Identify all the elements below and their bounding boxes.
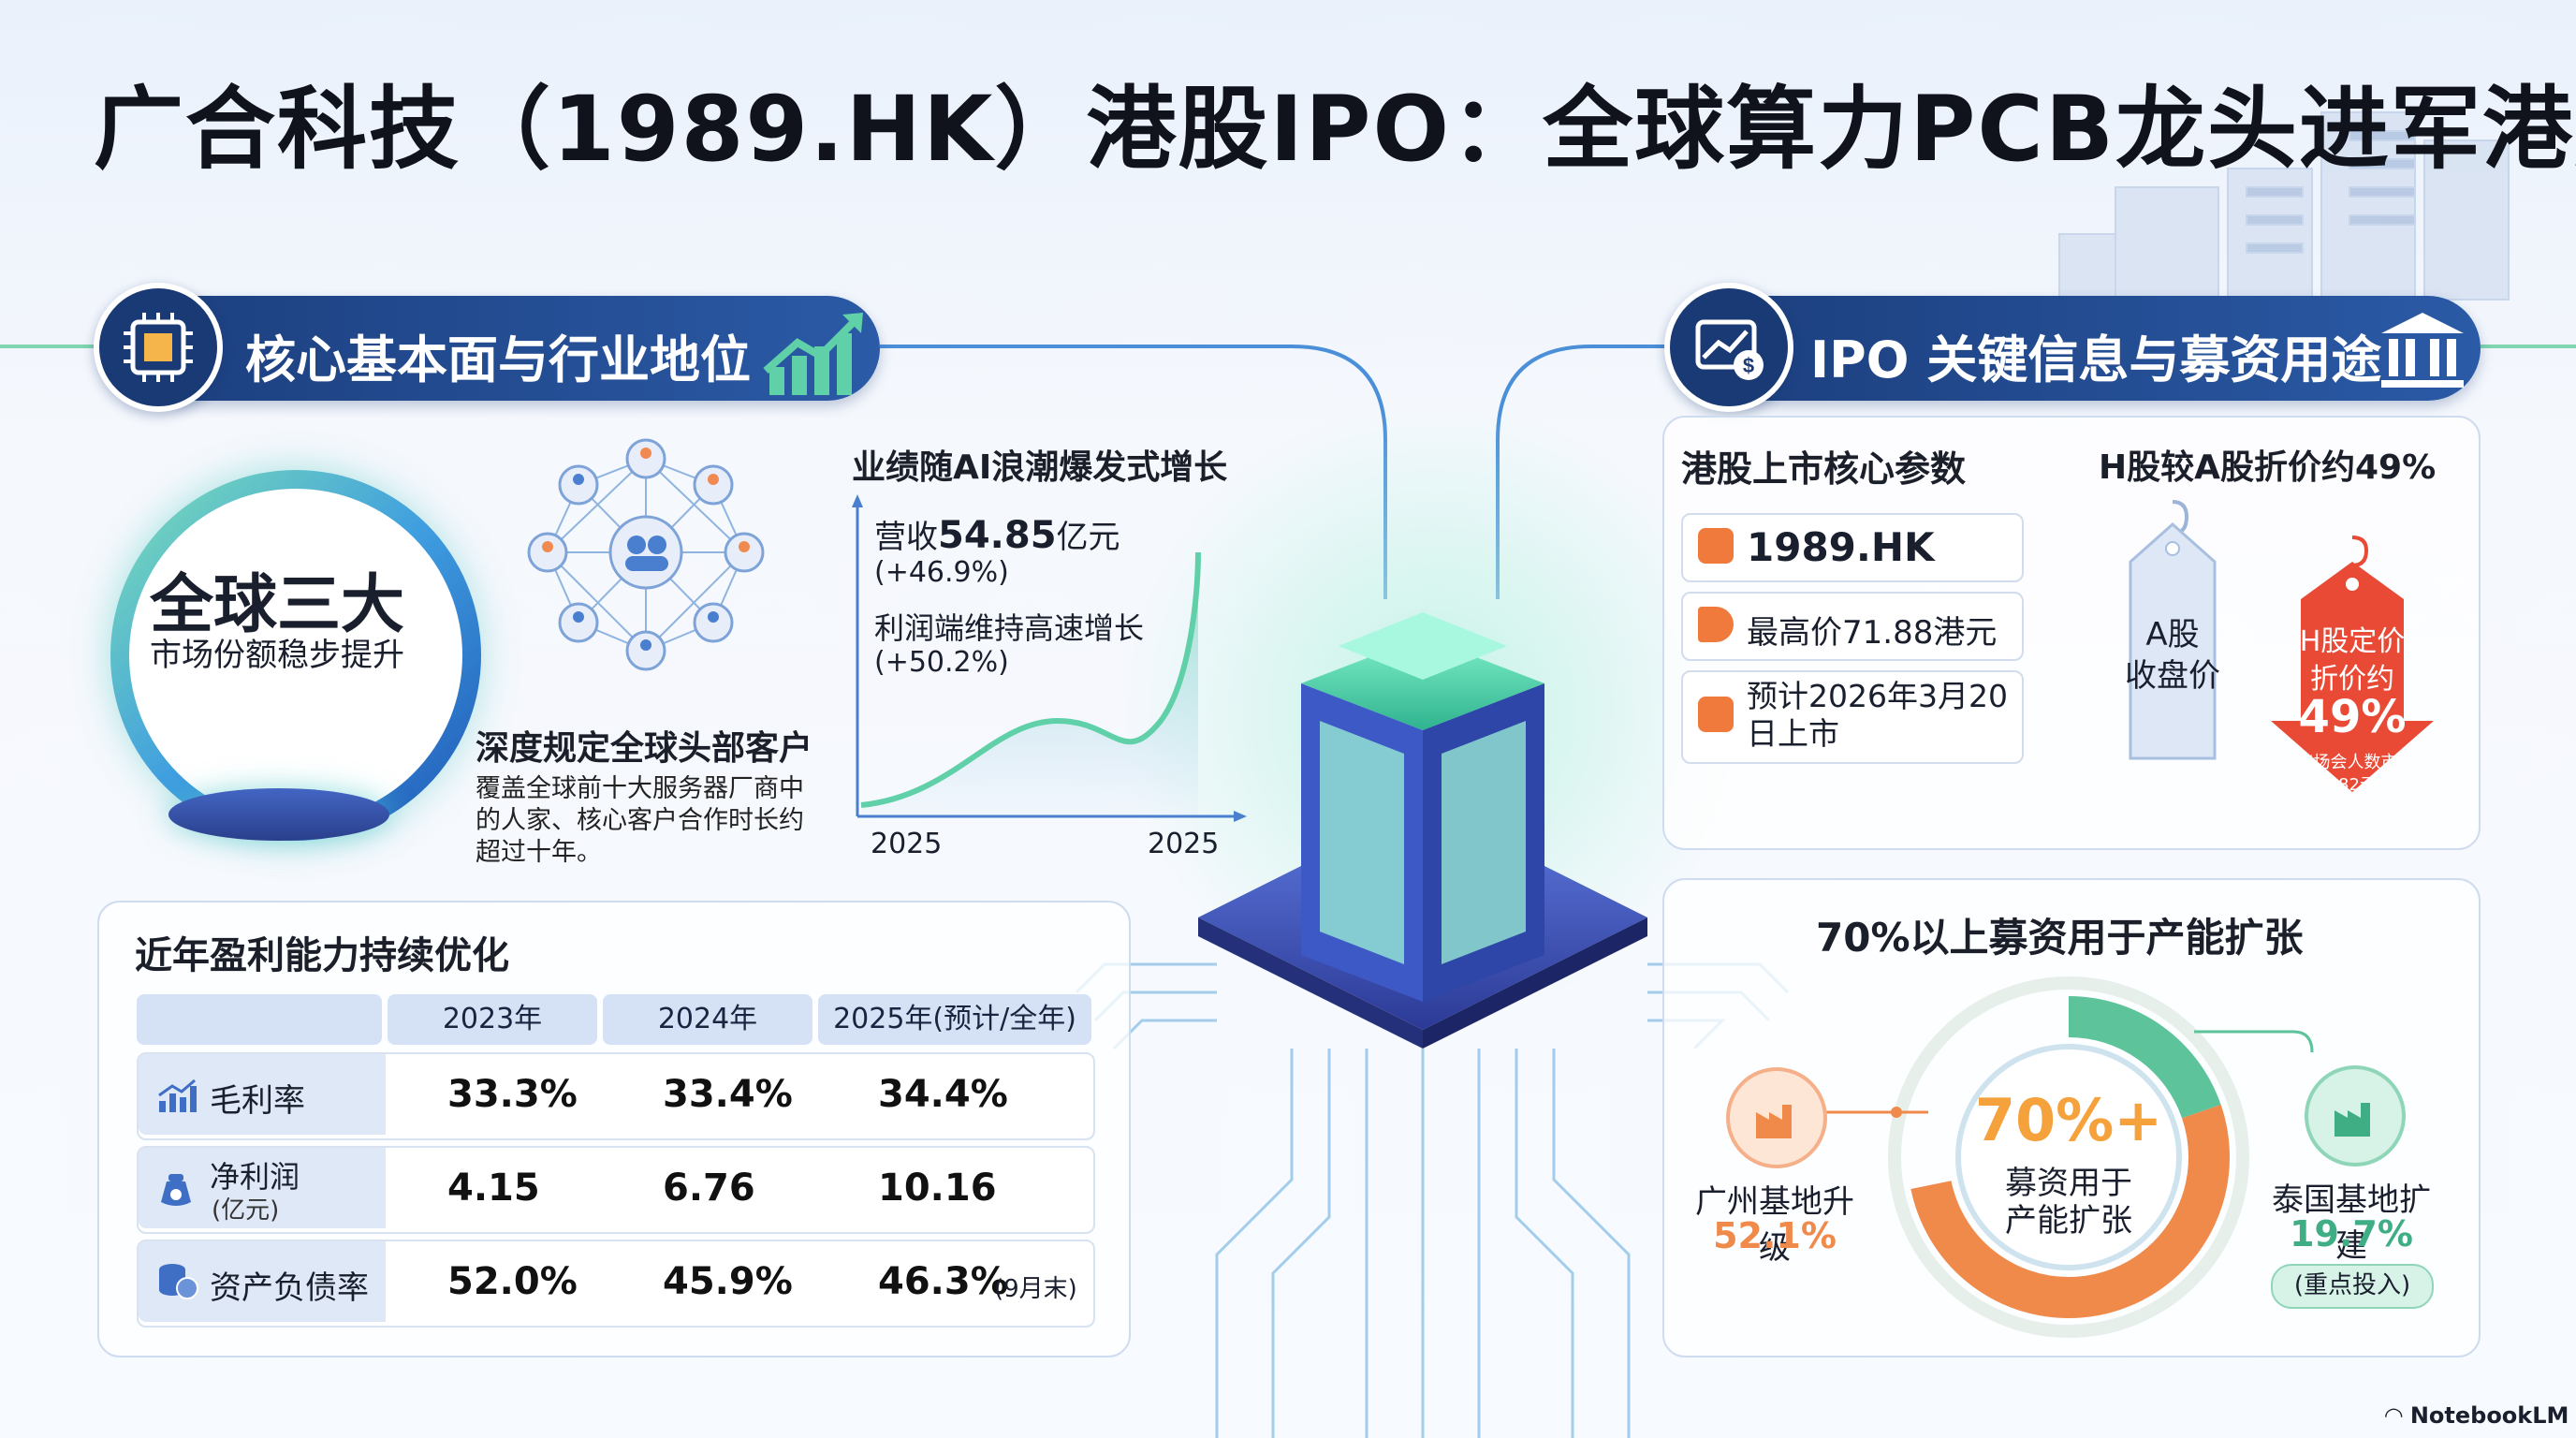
row-note: (9月末) (994, 1275, 1077, 1303)
connector-left (1816, 1107, 1928, 1118)
col-header: 2023年 (388, 994, 597, 1045)
server-chip-illustration (1198, 612, 1647, 1049)
profit-table-title: 近年盈利能力持续优化 (135, 934, 509, 977)
col-header: 2024年 (603, 994, 812, 1045)
thailand-value: 19.7% (2290, 1213, 2413, 1255)
network-icon (527, 438, 765, 671)
stock-code: 1989.HK (1747, 524, 1935, 570)
table-cell: 34.4% (878, 1073, 1008, 1116)
row-label: 净利润 (210, 1159, 300, 1195)
factory-icon-right (2305, 1065, 2406, 1167)
thailand-note: (重点投入) (2271, 1264, 2434, 1309)
left-section-title: 核心基本面与行业地位 (245, 330, 751, 389)
max-price: 最高价71.88港元 (1747, 614, 1998, 652)
thailand-label: 泰国基地扩建 (2272, 1181, 2431, 1265)
revenue-unit: 亿元 (1056, 519, 1120, 556)
donut-arc-guangzhou (1908, 996, 2230, 1318)
table-cell: 46.3% (878, 1260, 1008, 1303)
h-tag-line1: H股定价 (2299, 625, 2406, 658)
connector-right (2194, 1030, 2314, 1053)
a-share-tag (2129, 500, 2217, 760)
funds-center-l2: 产能扩张 (2005, 1202, 2132, 1240)
guangzhou-label: 广州基地升级 (1695, 1183, 1854, 1267)
chart-dollar-icon: $ (1664, 283, 1793, 412)
row-label-bg (139, 1054, 386, 1135)
h-share-down-arrow (2271, 536, 2434, 792)
funds-donut (1888, 976, 2249, 1338)
param-chip-price (1681, 592, 2024, 661)
table-cell: 10.16 (878, 1167, 997, 1210)
growth-arrow-icon (763, 313, 863, 395)
h-tag-note2: 数82元) (2321, 775, 2383, 795)
revenue-line: 营收54.85亿元 (874, 511, 1120, 557)
chip-icon (94, 283, 223, 412)
donut-arc-thailand (1908, 996, 2230, 1318)
chart-icon (158, 1078, 197, 1112)
table-cell: 6.76 (663, 1167, 755, 1210)
revenue-growth: (+46.9%) (874, 556, 1009, 589)
coins-icon (159, 1264, 198, 1299)
money-bag-icon (161, 1174, 191, 1206)
growth-title: 业绩随AI浪潮爆发式增长 (852, 448, 1228, 487)
right-section-title: IPO 关键信息与募资用途 (1810, 330, 2382, 389)
profit-line: 利润端维持高速增长 (874, 610, 1145, 646)
funds-center-l1: 募资用于 (2005, 1165, 2132, 1202)
left-section-header (131, 296, 880, 401)
h-tag-line2: 折价约 (2310, 663, 2394, 696)
ring-pedestal (168, 788, 389, 841)
listing-date: 预计2026年3月20日上市 (1747, 678, 2008, 752)
col-header: 2025年(预计/全年) (818, 994, 1091, 1045)
profit-growth: (+50.2%) (874, 646, 1009, 679)
h-tag-pct: 49% (2298, 691, 2407, 743)
factory-icon-left (1726, 1067, 1827, 1168)
discount-title: H股较A股折价约49% (2099, 448, 2437, 487)
page-title: 广合科技（1989.HK）港股IPO：全球算力PCB龙头进军港股 (94, 77, 2576, 182)
funds-center-pct: 70%+ (1974, 1086, 2163, 1154)
a-tag-line1: A股 (2145, 616, 2200, 653)
ring-title: 全球三大 (149, 568, 404, 642)
x-label-start: 2025 (871, 828, 943, 860)
row-label: 毛利率 (210, 1082, 305, 1120)
guangzhou-value: 52.1% (1713, 1215, 1837, 1256)
calendar-icon (1698, 697, 1734, 732)
brand-label: ◠ NotebookLM (2385, 1402, 2569, 1429)
table-cell: 4.15 (447, 1167, 540, 1210)
table-cell: 45.9% (663, 1260, 793, 1303)
params-title: 港股上市核心参数 (1681, 448, 1967, 490)
market-share-ring (110, 470, 481, 841)
growth-chart (852, 494, 1247, 822)
funds-title: 70%以上募资用于产能扩张 (1816, 915, 2304, 961)
a-tag-line2: 收盘价 (2125, 657, 2220, 695)
clients-desc: 覆盖全球前十大服务器厂商中的人家、核心客户合作时长约超过十年。 (476, 774, 804, 867)
right-section-header (1704, 296, 2481, 401)
brand-text: NotebookLM (2409, 1402, 2569, 1429)
table-corner (137, 994, 382, 1045)
svg-text:$: $ (1743, 354, 1754, 377)
table-cell: 33.4% (663, 1073, 793, 1116)
h-tag-note: (场会人数市 (2306, 753, 2398, 772)
x-label-end: 2025 (1148, 828, 1220, 860)
revenue-value: 54.85 (938, 514, 1057, 557)
clients-title: 深度规定全球头部客户 (476, 729, 813, 768)
table-cell: 52.0% (447, 1260, 578, 1303)
revenue-prefix: 营收 (874, 519, 938, 556)
param-chip-listing (1681, 670, 2024, 764)
notebook-icon: ◠ (2385, 1402, 2410, 1429)
document-icon (1698, 528, 1734, 564)
ring-subtitle: 市场份额稳步提升 (150, 637, 404, 674)
row-label: 资产负债率 (210, 1269, 369, 1307)
price-tag-icon (1698, 607, 1734, 642)
param-chip-code (1681, 513, 2024, 582)
bank-icon (2381, 313, 2464, 388)
row-sublabel: (亿元) (212, 1196, 280, 1225)
table-cell: 33.3% (447, 1073, 578, 1116)
